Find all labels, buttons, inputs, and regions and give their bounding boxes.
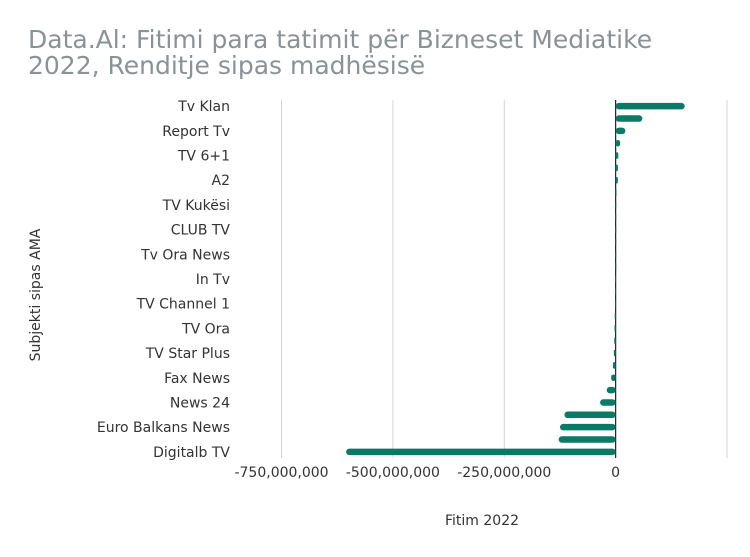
bar [615, 251, 617, 258]
x-axis-title: Fitim 2022 [445, 513, 519, 529]
x-tick-label: -250,000,000 [457, 465, 551, 481]
bar [606, 386, 616, 394]
bar [615, 288, 616, 295]
bar [615, 127, 626, 135]
category-labels: Tv Klan Report Tv TV 6+1 A2 TV Kukësi CLUB TV… [97, 99, 231, 461]
bar [615, 115, 643, 122]
category-label: TV Channel 1 [136, 297, 230, 313]
y-axis-title: Subjekti sipas AMA [28, 228, 44, 361]
category-label: TV Ora [181, 321, 230, 337]
x-tick-label: -500,000,000 [346, 465, 440, 481]
bar [558, 436, 616, 443]
bar [613, 349, 616, 357]
category-label: TV Star Plus [145, 346, 230, 362]
bar [614, 325, 616, 332]
category-label: Tv Klan [177, 99, 230, 115]
category-label: TV 6+1 [177, 149, 230, 165]
category-label: Report Tv [162, 124, 230, 140]
bar [600, 399, 616, 406]
category-label: News 24 [170, 395, 230, 411]
bar [615, 238, 617, 246]
bars [346, 102, 685, 456]
x-tick-label: -750,000,000 [234, 465, 328, 481]
bar [612, 362, 616, 369]
category-label: Fax News [164, 371, 230, 387]
category-label: Digitalb TV [153, 445, 230, 461]
x-tick-labels: -750,000,000 -500,000,000 -250,000,000 0 [234, 465, 620, 481]
bar [615, 275, 617, 283]
category-label: A2 [212, 173, 230, 189]
bar [615, 189, 617, 196]
bar [615, 201, 617, 209]
bar [346, 448, 616, 456]
bar [611, 374, 616, 382]
category-label: Tv Ora News [140, 247, 230, 263]
bar [615, 139, 621, 147]
bar [564, 411, 616, 419]
bar [615, 214, 617, 221]
bar [614, 337, 616, 344]
category-label: TV Kukësi [162, 198, 230, 214]
category-label: Euro Balkans News [97, 420, 230, 436]
bar [615, 102, 685, 110]
bar [615, 176, 618, 184]
bar [615, 164, 618, 172]
chart-title-line-1: Data.Al: Fitimi para tatimit për Biznese… [28, 25, 652, 54]
bar [615, 226, 617, 233]
chart-title-line-2: 2022, Renditje sipas madhësisë [28, 51, 425, 80]
category-label: In Tv [196, 272, 230, 288]
gridlines [281, 100, 728, 458]
bar [614, 312, 616, 320]
bar [615, 263, 617, 270]
x-tick-label: 0 [611, 465, 620, 481]
bar [615, 152, 619, 159]
bar [614, 300, 616, 307]
bar [559, 423, 616, 431]
category-label: CLUB TV [171, 223, 231, 239]
